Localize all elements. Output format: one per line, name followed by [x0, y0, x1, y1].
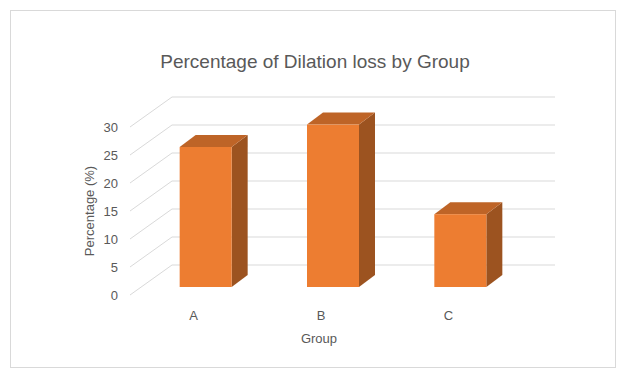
bar-top — [180, 135, 248, 147]
bar-front — [307, 125, 359, 287]
bar — [180, 135, 248, 287]
y-tick-label: 0 — [111, 288, 118, 303]
x-tick-label: B — [317, 308, 326, 323]
bar-front — [434, 214, 486, 287]
x-tick-label: A — [189, 308, 198, 323]
chart-title: Percentage of Dilation loss by Group — [160, 51, 469, 72]
bar-side — [486, 202, 502, 287]
y-tick-label: 15 — [104, 204, 118, 219]
bars — [180, 113, 503, 287]
x-axis-title: Group — [301, 331, 337, 346]
x-tick-label: C — [444, 308, 453, 323]
y-tick-label: 25 — [104, 148, 118, 163]
bar-front — [180, 147, 232, 287]
bar-side — [232, 135, 248, 287]
grid-line — [130, 97, 555, 127]
bar-top — [434, 202, 502, 214]
bar — [307, 113, 375, 287]
bar — [434, 202, 502, 287]
chart: Percentage of Dilation loss by Group 0 5 10… — [0, 0, 642, 388]
chart-frame — [11, 11, 616, 368]
y-tick-label: 30 — [104, 120, 118, 135]
y-tick-label: 10 — [104, 232, 118, 247]
y-tick-label: 20 — [104, 176, 118, 191]
bar-side — [359, 113, 375, 287]
grid — [130, 97, 555, 295]
bar-top — [307, 113, 375, 125]
y-tick-label: 5 — [111, 260, 118, 275]
y-axis-title: Percentage (%) — [82, 166, 97, 256]
